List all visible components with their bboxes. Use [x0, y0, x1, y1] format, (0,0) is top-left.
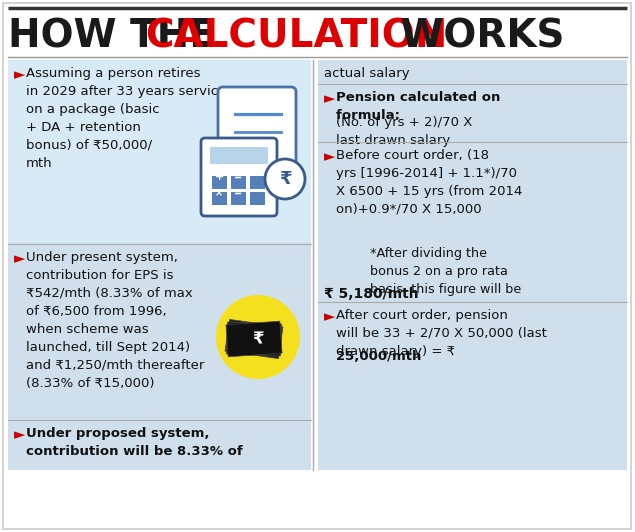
- FancyBboxPatch shape: [218, 87, 296, 177]
- Text: +: +: [215, 172, 224, 182]
- FancyBboxPatch shape: [225, 319, 283, 359]
- FancyBboxPatch shape: [210, 147, 268, 164]
- Text: ►: ►: [14, 251, 25, 266]
- Text: =: =: [234, 172, 242, 182]
- Text: ►: ►: [324, 91, 335, 106]
- Text: ►: ►: [14, 427, 25, 442]
- FancyBboxPatch shape: [250, 192, 265, 205]
- FancyBboxPatch shape: [212, 192, 227, 205]
- Text: Pension calculated on
formula:: Pension calculated on formula:: [336, 91, 500, 122]
- Text: *After dividing the
bonus 2 on a pro rata
basis, this figure will be: *After dividing the bonus 2 on a pro rat…: [370, 247, 521, 296]
- Text: HOW THE: HOW THE: [8, 17, 229, 55]
- Text: After court order, pension
will be 33 + 2/70 X 50,000 (last
drawn salary) = ₹: After court order, pension will be 33 + …: [336, 309, 547, 358]
- FancyBboxPatch shape: [201, 138, 277, 216]
- FancyBboxPatch shape: [231, 176, 246, 189]
- Text: ₹: ₹: [252, 330, 264, 348]
- FancyBboxPatch shape: [8, 60, 311, 470]
- FancyBboxPatch shape: [231, 192, 246, 205]
- Circle shape: [216, 295, 300, 379]
- Text: ₹: ₹: [279, 170, 291, 188]
- Text: 25,000/mth: 25,000/mth: [336, 350, 422, 363]
- Text: actual salary: actual salary: [324, 67, 410, 80]
- Text: ×: ×: [215, 188, 223, 198]
- Text: ►: ►: [324, 309, 335, 324]
- Text: =: =: [234, 188, 242, 198]
- Text: Assuming a person retires
in 2029 after 33 years service
on a package (basic
+ D: Assuming a person retires in 2029 after …: [26, 67, 226, 170]
- Text: (No. of yrs + 2)/70 X
last drawn salary: (No. of yrs + 2)/70 X last drawn salary: [336, 116, 472, 147]
- Text: WORKS: WORKS: [387, 17, 565, 55]
- FancyBboxPatch shape: [8, 60, 311, 242]
- FancyBboxPatch shape: [227, 322, 281, 356]
- Text: Under present system,
contribution for EPS is
₹542/mth (8.33% of max
of ₹6,500 f: Under present system, contribution for E…: [26, 251, 204, 390]
- Text: ►: ►: [324, 149, 335, 164]
- FancyBboxPatch shape: [212, 176, 227, 189]
- Circle shape: [265, 159, 305, 199]
- FancyBboxPatch shape: [318, 60, 627, 470]
- Text: CALCULATION: CALCULATION: [145, 17, 448, 55]
- Text: ₹ 5,180/mth: ₹ 5,180/mth: [324, 287, 418, 301]
- FancyBboxPatch shape: [226, 321, 282, 357]
- FancyBboxPatch shape: [250, 176, 265, 189]
- Text: Under proposed system,
contribution will be 8.33% of: Under proposed system, contribution will…: [26, 427, 243, 458]
- Text: ►: ►: [14, 67, 25, 82]
- Text: Before court order, (18
yrs [1996-2014] + 1.1*)/70
X 6500 + 15 yrs (from 2014
on: Before court order, (18 yrs [1996-2014] …: [336, 149, 523, 216]
